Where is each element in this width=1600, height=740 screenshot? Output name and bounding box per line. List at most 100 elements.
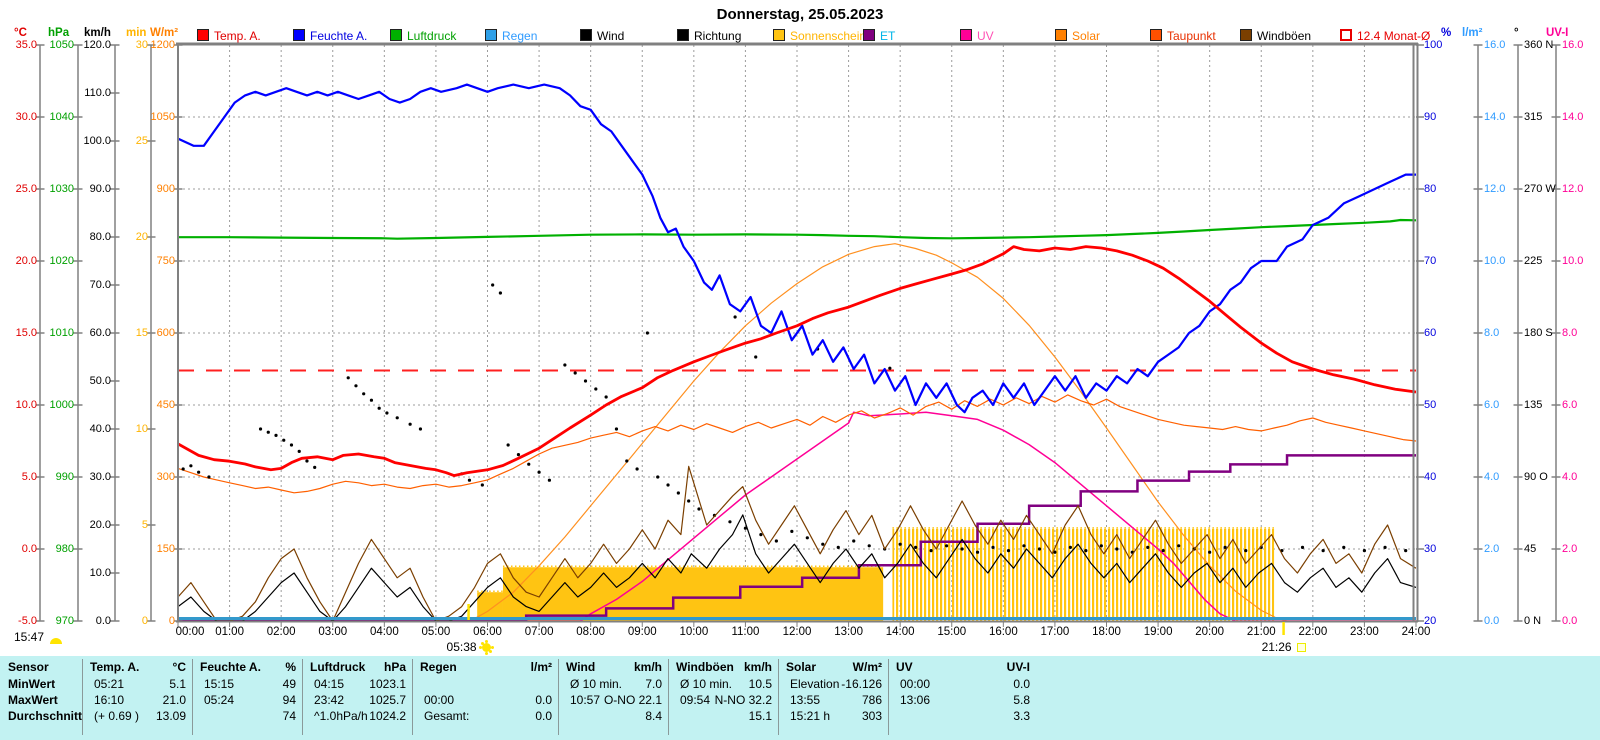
table-value: 0.0 <box>1013 677 1030 691</box>
series-solar <box>178 243 1416 622</box>
legend-label: Solar <box>1072 29 1101 43</box>
x-axis-label: 04:00 <box>369 626 399 638</box>
table-value: 10.5 <box>748 677 772 691</box>
axis-unit-temp: °C <box>14 27 27 39</box>
y-axis-label-kmh: 110.0 <box>84 86 111 99</box>
legend-label: Temp. A. <box>214 29 261 43</box>
y-axis-label-lm2: 0.0 <box>1484 614 1500 627</box>
y-axis-label-wm2: 1050 <box>150 110 175 123</box>
y-axis-label-min: 0 <box>141 614 148 627</box>
y-axis-label-kmh: 40.0 <box>89 422 111 435</box>
sunset-square-icon <box>1296 642 1306 652</box>
legend-label: Wind <box>597 29 625 43</box>
table-value: 15.1 <box>748 709 772 723</box>
y-axis-label-temp: 35.0 <box>15 38 37 51</box>
x-axis-label: 15:00 <box>937 626 967 638</box>
x-axis-label: 09:00 <box>627 626 657 638</box>
table-col-header: Feuchte A. <box>200 660 261 674</box>
table-value-time: Elevation <box>790 677 840 691</box>
legend-swatch-icon <box>197 29 209 41</box>
table-value-time: 05:21 <box>94 677 125 691</box>
table-col-header: Luftdruck <box>310 660 366 674</box>
sunset-time: 21:26 <box>1261 640 1292 654</box>
axis-unit-lm2: l/m² <box>1462 27 1483 39</box>
table-separator <box>778 659 779 735</box>
table-col-header: Wind <box>566 660 596 674</box>
y-axis-label-wm2: 300 <box>156 470 175 483</box>
x-axis-label: 14:00 <box>885 626 915 638</box>
table-value-time: Ø 10 min. <box>570 677 623 691</box>
series-sonnenschein <box>477 527 1275 621</box>
table-value: 13.09 <box>155 709 186 723</box>
x-axis-label: 08:00 <box>576 626 606 638</box>
table-value-time: 23:42 <box>314 693 345 707</box>
y-axis-label-uvi: 10.0 <box>1562 254 1584 267</box>
chart-series <box>178 83 1416 622</box>
legend-swatch-icon <box>1340 29 1352 41</box>
y-axis-label-pct: 30 <box>1424 542 1437 555</box>
legend-item-solar: Solar <box>1055 29 1100 43</box>
legend-swatch-icon <box>293 29 305 41</box>
table-value-time: (+ 0.69 ) <box>94 709 140 723</box>
x-axis-label: 23:00 <box>1350 626 1379 638</box>
table-value-time: 16:10 <box>94 693 125 707</box>
table-value: 1024.2 <box>369 709 406 723</box>
y-axis-label-wm2: 1200 <box>150 38 175 51</box>
y-axis-label-uvi: 16.0 <box>1562 38 1584 51</box>
table-col-unit: % <box>285 660 296 674</box>
x-axis-label: 07:00 <box>524 626 554 638</box>
y-axis-label-hpa: 1000 <box>49 398 74 411</box>
y-axis-label-lm2: 4.0 <box>1484 470 1500 483</box>
table-separator <box>302 659 303 735</box>
y-axis-label-hpa: 990 <box>55 470 74 483</box>
y-axis-label-wm2: 900 <box>156 182 175 195</box>
table-value: O-NO 22.1 <box>603 693 662 707</box>
table-value-time: 13:06 <box>900 693 931 707</box>
y-axis-label-lm2: 8.0 <box>1484 326 1500 339</box>
y-axis-label-pct: 40 <box>1424 470 1437 483</box>
x-axis-label: 18:00 <box>1092 626 1121 638</box>
table-col-header: Solar <box>786 660 817 674</box>
y-axis-label-kmh: 70.0 <box>89 278 111 291</box>
table-value: 7.0 <box>645 677 662 691</box>
page-title: Donnerstag, 25.05.2023 <box>716 6 884 23</box>
y-axis-label-wm2: 150 <box>156 542 175 555</box>
table-value-time: 10:57 <box>570 693 601 707</box>
y-axis-label-deg: 45 <box>1524 542 1537 555</box>
table-col-header: Temp. A. <box>90 660 140 674</box>
y-axis-label-kmh: 0.0 <box>95 614 111 627</box>
x-axis-label: 24:00 <box>1401 626 1431 638</box>
table-row-label: MaxWert <box>8 693 58 707</box>
series-wind <box>178 514 1416 622</box>
legend-label: Feuchte A. <box>310 29 368 43</box>
legend-item-taupunkt: Taupunkt <box>1150 29 1216 43</box>
table-value: 94 <box>282 693 296 707</box>
table-value: 3.3 <box>1013 709 1030 723</box>
y-axis-label-hpa: 1050 <box>49 38 74 51</box>
dusk-halfsun-icon <box>50 638 63 644</box>
y-axis-label-lm2: 6.0 <box>1484 398 1500 411</box>
y-axis-label-hpa: 980 <box>55 542 74 555</box>
table-col-unit: hPa <box>383 660 406 674</box>
axis-unit-uvi: UV-I <box>1546 27 1569 39</box>
x-axis-label: 03:00 <box>318 626 348 638</box>
axis-unit-kmh: km/h <box>84 27 111 39</box>
y-axis-label-deg: 135 <box>1524 398 1543 411</box>
x-axis-label: 19:00 <box>1143 626 1173 638</box>
table-value-time: 00:00 <box>424 693 455 707</box>
table-separator <box>412 659 413 735</box>
axis-unit-hpa: hPa <box>48 27 70 39</box>
table-value-time: ^1.0hPa/h <box>314 709 368 723</box>
y-axis-label-kmh: 90.0 <box>89 182 111 195</box>
y-axis-label-uvi: 6.0 <box>1562 398 1578 411</box>
series-temp-a- <box>178 245 1416 478</box>
legend-item-regen: Regen <box>485 29 537 43</box>
table-row-label: Durchschnitt <box>8 709 83 723</box>
table-value-time: 05:24 <box>204 693 235 707</box>
legend-item-wind: Wind <box>580 29 624 43</box>
y-axis-label-lm2: 16.0 <box>1484 38 1506 51</box>
table-value: 786 <box>861 693 882 707</box>
axis-unit-pct: % <box>1441 27 1452 39</box>
table-value-time: 13:55 <box>790 693 821 707</box>
